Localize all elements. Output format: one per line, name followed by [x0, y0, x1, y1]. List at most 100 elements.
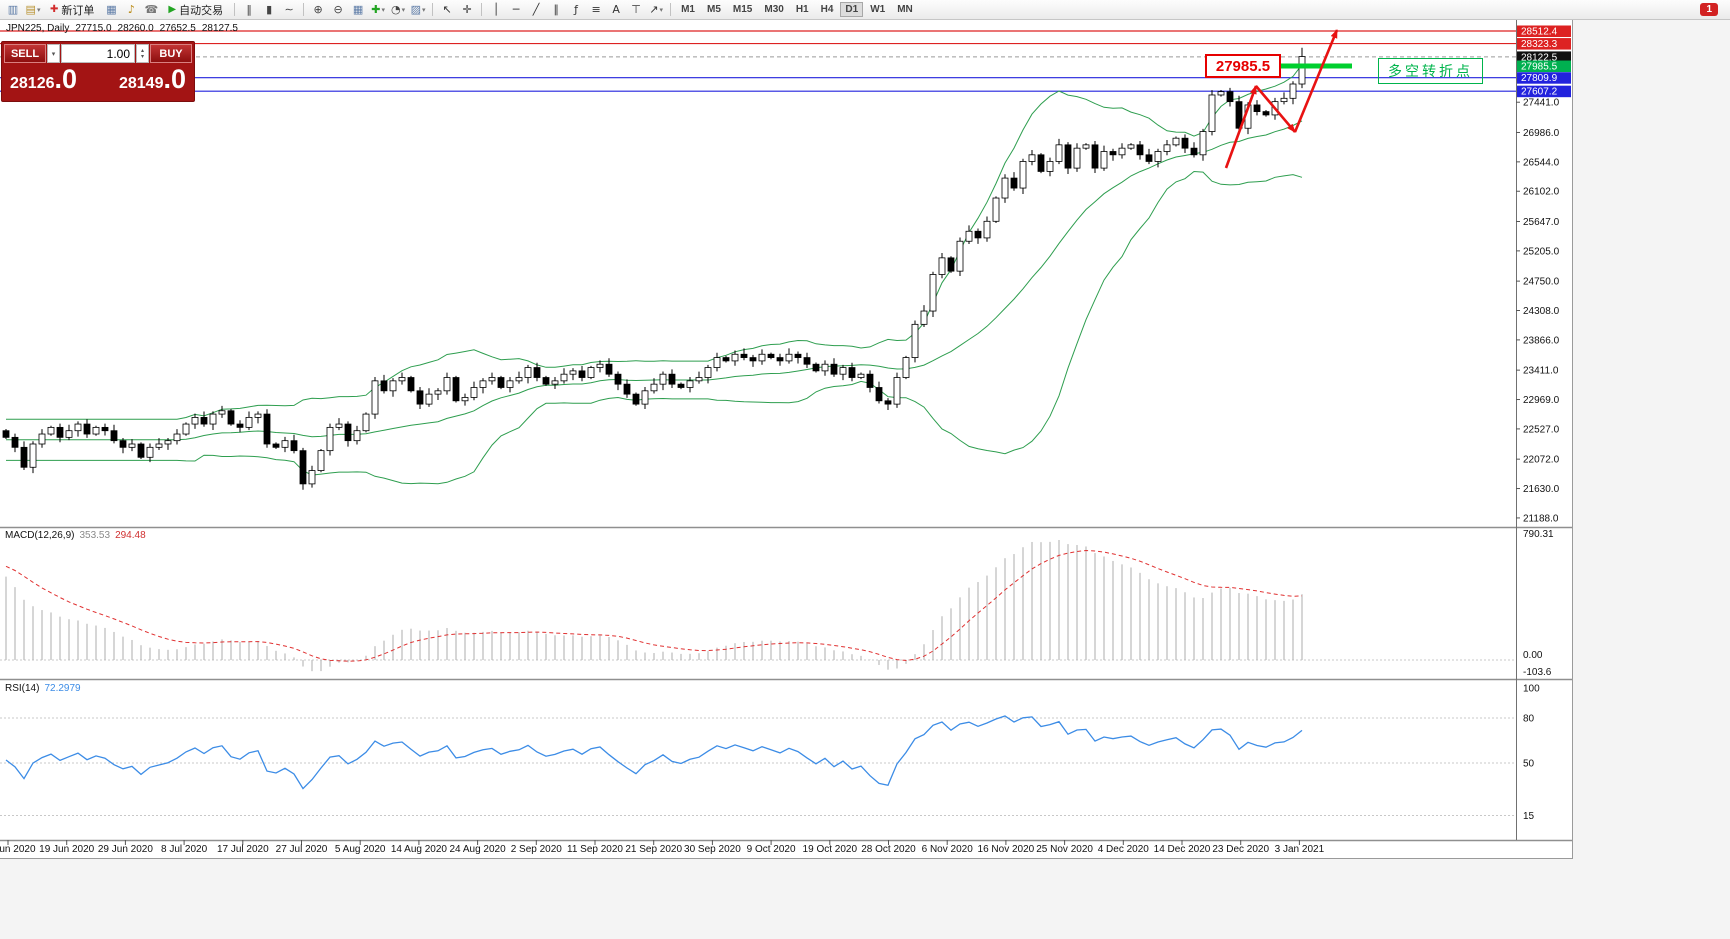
main-chart-panel[interactable] — [0, 29, 1516, 490]
spinner-up-icon[interactable]: ▴ — [140, 47, 144, 54]
chart-scales[interactable]: 27441.0 26986.0 26544.0 26102.0 25647.0 25205… — [0, 20, 1572, 855]
svg-text:27607.2: 27607.2 — [1521, 87, 1558, 98]
market-watch-icon[interactable]: ▦ — [106, 2, 117, 16]
timeframe-h1[interactable]: H1 — [795, 4, 809, 15]
volume-input[interactable]: 1.00 — [61, 44, 135, 63]
timeframe-d1[interactable]: D1 — [840, 2, 864, 17]
svg-text:24 Aug 2020: 24 Aug 2020 — [450, 844, 507, 855]
chart-area[interactable]: 27441.0 26986.0 26544.0 26102.0 25647.0 25205… — [0, 20, 1572, 858]
svg-text:26544.0: 26544.0 — [1523, 157, 1560, 168]
horizontal-line-icon[interactable]: ─ — [512, 2, 520, 16]
svg-text:0.00: 0.00 — [1523, 650, 1543, 661]
buy-price: 28149.0 — [118, 64, 186, 94]
turning-point-label[interactable]: 多空转折点 — [1378, 58, 1483, 84]
ohlc-close: 28127.5 — [201, 23, 238, 34]
svg-text:21 Sep 2020: 21 Sep 2020 — [625, 844, 682, 855]
spinner-down-icon[interactable]: ▾ — [140, 53, 144, 60]
svg-text:25205.0: 25205.0 — [1523, 246, 1560, 257]
svg-text:19 Oct 2020: 19 Oct 2020 — [803, 844, 858, 855]
timeframe-w1[interactable]: W1 — [870, 4, 886, 15]
chevron-down-icon[interactable]: ▾ — [401, 5, 406, 14]
timeframe-mn[interactable]: MN — [897, 4, 913, 15]
svg-text:8 Jul 2020: 8 Jul 2020 — [161, 844, 208, 855]
rsi-panel[interactable] — [0, 715, 1516, 816]
line-chart-icon[interactable]: ∼ — [284, 2, 294, 16]
svg-text:27809.9: 27809.9 — [1521, 73, 1558, 84]
text-icon[interactable]: A — [612, 2, 620, 16]
sell-button[interactable]: SELL — [4, 44, 46, 63]
svg-text:80: 80 — [1523, 714, 1535, 725]
alerts-icon[interactable]: ♪ — [127, 2, 135, 16]
zoom-in-icon[interactable]: ⊕ — [313, 2, 323, 16]
trendline-icon[interactable]: ╱ — [532, 2, 540, 16]
svg-text:15: 15 — [1523, 811, 1535, 822]
volume-spinner[interactable]: ▴ ▾ — [136, 44, 149, 63]
svg-text:24750.0: 24750.0 — [1523, 277, 1560, 288]
svg-text:26986.0: 26986.0 — [1523, 128, 1560, 139]
timeframe-m1[interactable]: M1 — [681, 4, 695, 15]
svg-text:30 Sep 2020: 30 Sep 2020 — [684, 844, 741, 855]
svg-text:28512.4: 28512.4 — [1521, 27, 1558, 38]
autotrading-button[interactable]: ▶ 自动交易 — [162, 2, 229, 18]
toolbar-separator — [432, 3, 434, 16]
macd-indicator-label: MACD(12,26,9) 353.53 294.48 — [5, 530, 146, 541]
profiles-icon[interactable]: ▤ ▾ — [25, 2, 41, 16]
svg-text:25647.0: 25647.0 — [1523, 217, 1560, 228]
periods-icon[interactable]: ◔ ▾ — [391, 2, 406, 16]
chevron-down-icon[interactable]: ▾ — [422, 5, 426, 14]
text-label-icon[interactable]: ⊤ — [631, 2, 641, 16]
cursor-icon[interactable]: ↖ — [442, 2, 452, 16]
svg-text:790.31: 790.31 — [1523, 529, 1554, 540]
chevron-down-icon[interactable]: ▾ — [381, 5, 385, 14]
timeframe-h4[interactable]: H4 — [820, 4, 834, 15]
ohlc-open: 27715.0 — [75, 23, 112, 34]
svg-text:23411.0: 23411.0 — [1523, 366, 1559, 377]
svg-text:16 Nov 2020: 16 Nov 2020 — [978, 844, 1035, 855]
svg-text:28 Oct 2020: 28 Oct 2020 — [861, 844, 916, 855]
shapes-icon[interactable]: ≡ — [591, 2, 601, 16]
svg-text:21630.0: 21630.0 — [1523, 484, 1560, 495]
main-toolbar: ▥ ▤ ▾ ✚ 新订单 ▦ ♪ ☎ ▶ 自动交易 ‖ ▮ ∼ ⊕ ⊖ ▦ ✚ ▾ ◔ ▾ ▨ ▾ ↖ ✛ │ ─ ╱ ∥ ƒ ≡ A ⊤ ↗ ▾ M… — [0, 0, 1730, 20]
crosshair-icon[interactable]: ✛ — [462, 2, 472, 16]
new-order-button-label: 新订单 — [61, 4, 95, 17]
fibonacci-icon[interactable]: ƒ — [574, 2, 579, 16]
channel-icon[interactable]: ∥ — [553, 2, 559, 16]
svg-text:3 Jan 2021: 3 Jan 2021 — [1275, 844, 1325, 855]
new-chart-icon[interactable]: ▥ — [7, 2, 19, 16]
chevron-down-icon[interactable]: ▾ — [659, 5, 663, 14]
indicators-icon[interactable]: ✚ ▾ — [371, 2, 385, 16]
price-callout[interactable]: 27985.5 — [1205, 54, 1281, 78]
symbol-ohlc-line: JPN225, Daily 27715.0 28260.0 27652.5 28127.… — [6, 23, 244, 34]
toolbar-separator — [481, 3, 483, 16]
zoom-out-icon[interactable]: ⊖ — [333, 2, 343, 16]
timeframe-m5[interactable]: M5 — [707, 4, 721, 15]
svg-text:100: 100 — [1523, 684, 1540, 695]
svg-text:29 Jun 2020: 29 Jun 2020 — [98, 844, 153, 855]
mobile-app-icon[interactable]: ☎ — [144, 2, 159, 16]
arrows-tool-icon[interactable]: ↗ ▾ — [649, 2, 663, 16]
sell-price: 28126.0 — [10, 64, 78, 94]
templates-icon[interactable]: ▨ ▾ — [410, 2, 426, 16]
candlestick-chart-icon[interactable]: ▮ — [266, 2, 273, 16]
tile-windows-icon[interactable]: ▦ — [352, 2, 364, 16]
svg-text:9 Oct 2020: 9 Oct 2020 — [747, 844, 796, 855]
macd-panel[interactable] — [0, 540, 1516, 672]
vertical-line-icon[interactable]: │ — [492, 2, 500, 16]
volume-dropdown-icon[interactable]: ▾ — [47, 44, 60, 63]
svg-text:19 Jun 2020: 19 Jun 2020 — [39, 844, 94, 855]
buy-button[interactable]: BUY — [150, 44, 192, 63]
svg-text:22072.0: 22072.0 — [1523, 455, 1560, 466]
svg-text:-103.6: -103.6 — [1523, 667, 1552, 678]
svg-text:4 Dec 2020: 4 Dec 2020 — [1098, 844, 1150, 855]
svg-text:27441.0: 27441.0 — [1523, 98, 1560, 109]
new-order-button[interactable]: ✚ 新订单 — [44, 2, 100, 18]
chevron-down-icon[interactable]: ▾ — [36, 5, 41, 14]
svg-text:23 Dec 2020: 23 Dec 2020 — [1212, 844, 1269, 855]
svg-text:27985.5: 27985.5 — [1521, 62, 1558, 73]
notifications-badge[interactable]: 1 — [1700, 3, 1718, 16]
svg-text:6 Nov 2020: 6 Nov 2020 — [922, 844, 974, 855]
timeframe-m30[interactable]: M30 — [764, 4, 784, 15]
bar-chart-icon[interactable]: ‖ — [246, 2, 252, 16]
toolbar-separator — [670, 3, 672, 16]
timeframe-m15[interactable]: M15 — [732, 4, 753, 15]
